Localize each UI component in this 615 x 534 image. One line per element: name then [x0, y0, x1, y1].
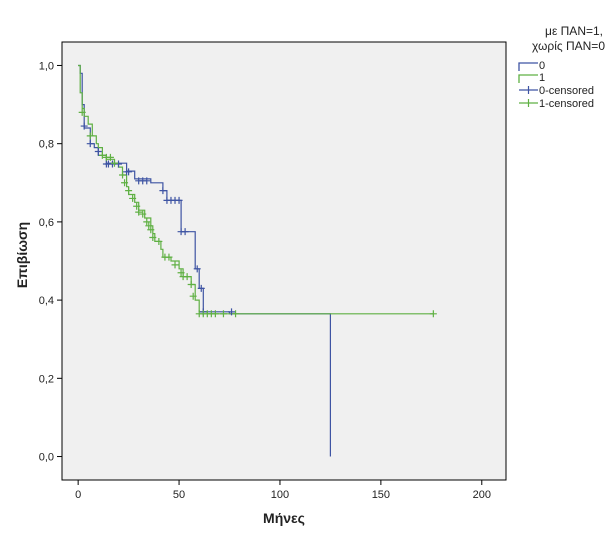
x-tick-label: 0 [75, 489, 81, 501]
series-0-censor-mark [80, 122, 88, 130]
y-axis: 0,0 0,2 0,4 0,6 0,8 1,0 [39, 60, 62, 464]
series-0-censor-mark [115, 160, 123, 168]
series-0-censor-mark [181, 228, 189, 236]
series-1-censor-mark [121, 179, 129, 187]
legend-label-1: 1 [539, 72, 545, 84]
legend-swatch-1 [518, 74, 538, 83]
series-1-censor-mark [429, 310, 437, 318]
series-1-censor-mark [98, 151, 106, 159]
legend-marker-1-censored [519, 99, 538, 107]
y-tick-label: 0,2 [39, 373, 54, 385]
series-0-censor-mark [94, 148, 102, 155]
legend-title-line-2: χωρίς ΠΑΝ=0 [532, 39, 605, 53]
y-tick-label: 0,6 [39, 217, 54, 229]
plot-area [61, 41, 507, 481]
series-1-censor-mark [187, 280, 195, 288]
series-1-censor-mark [125, 187, 133, 195]
series-0-censor-mark [193, 265, 201, 273]
series-1-censor-mark [133, 202, 141, 210]
series-1-censor-mark [177, 269, 185, 277]
series-1-censor-mark [165, 253, 173, 261]
series-1-censor-mark [232, 310, 240, 318]
series-1-censor-mark [219, 310, 227, 318]
series-1-censor-mark [106, 153, 114, 161]
curves-layer [78, 64, 437, 457]
series-1-censor-mark [189, 292, 197, 300]
series-0-censor-mark [175, 196, 183, 204]
series-0-censor-mark [159, 187, 167, 195]
y-tick-label: 0,8 [39, 139, 54, 151]
series-1-censor-mark [78, 108, 86, 116]
series-1-censor-mark [155, 237, 163, 245]
series-0-censor-mark [86, 140, 94, 148]
series-1-censor-mark [147, 226, 155, 234]
series-1-censor-mark [145, 222, 153, 230]
series-1-censor-mark [211, 310, 219, 318]
series-1-censor-mark [110, 159, 118, 167]
series-1-censor-mark [139, 210, 147, 218]
series-1-censor-mark [149, 234, 157, 242]
series-1-censor-mark [129, 194, 137, 202]
y-tick-label: 0,0 [39, 452, 54, 464]
series-1-censor-mark [86, 132, 94, 140]
legend-label-0: 0 [539, 60, 545, 72]
x-axis: 0 50 100 150 200 [75, 480, 491, 501]
x-tick-label: 50 [173, 489, 185, 501]
legend-label-0-censored: 0-censored [539, 85, 594, 97]
series-0-censor-mark [143, 177, 151, 185]
y-axis-title: Επιβίωση [14, 222, 30, 288]
series-1-censor-mark [135, 208, 143, 216]
legend: με ΠΑΝ=1, χωρίς ΠΑΝ=0 0 1 0-censored 1-c… [518, 24, 605, 110]
x-tick-label: 200 [473, 489, 491, 501]
legend-label-1-censored: 1-censored [539, 98, 594, 110]
series-1-censor-mark [119, 171, 127, 179]
legend-marker-0-censored [519, 86, 538, 94]
series-1-censor-mark [143, 218, 151, 226]
legend-title-line-1: με ΠΑΝ=1, [545, 24, 603, 38]
x-axis-title: Μήνες [263, 510, 305, 526]
series-0-censor-mark [125, 168, 133, 176]
legend-swatch-0 [518, 62, 538, 71]
x-tick-label: 150 [372, 489, 390, 501]
series-1-censor-mark [183, 273, 191, 281]
series-1-censor-mark [171, 261, 179, 269]
series-0-censor-mark [197, 284, 205, 292]
x-tick-label: 100 [271, 489, 289, 501]
y-tick-label: 1,0 [39, 60, 54, 72]
series-0-censor-mark [228, 308, 236, 316]
y-tick-label: 0,4 [39, 295, 54, 307]
